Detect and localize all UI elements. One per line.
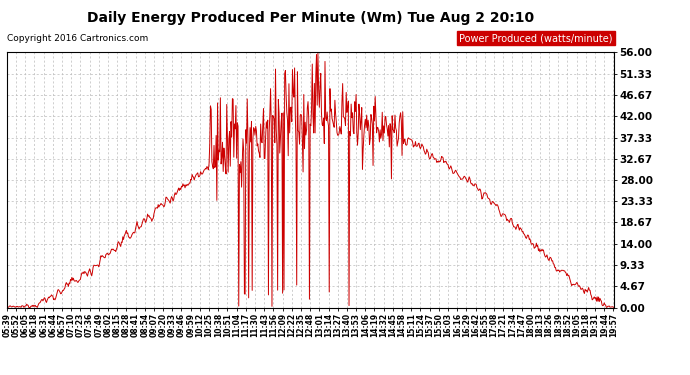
Text: Power Produced (watts/minute): Power Produced (watts/minute)	[460, 33, 613, 43]
Text: Daily Energy Produced Per Minute (Wm) Tue Aug 2 20:10: Daily Energy Produced Per Minute (Wm) Tu…	[87, 11, 534, 25]
Text: Copyright 2016 Cartronics.com: Copyright 2016 Cartronics.com	[7, 34, 148, 43]
